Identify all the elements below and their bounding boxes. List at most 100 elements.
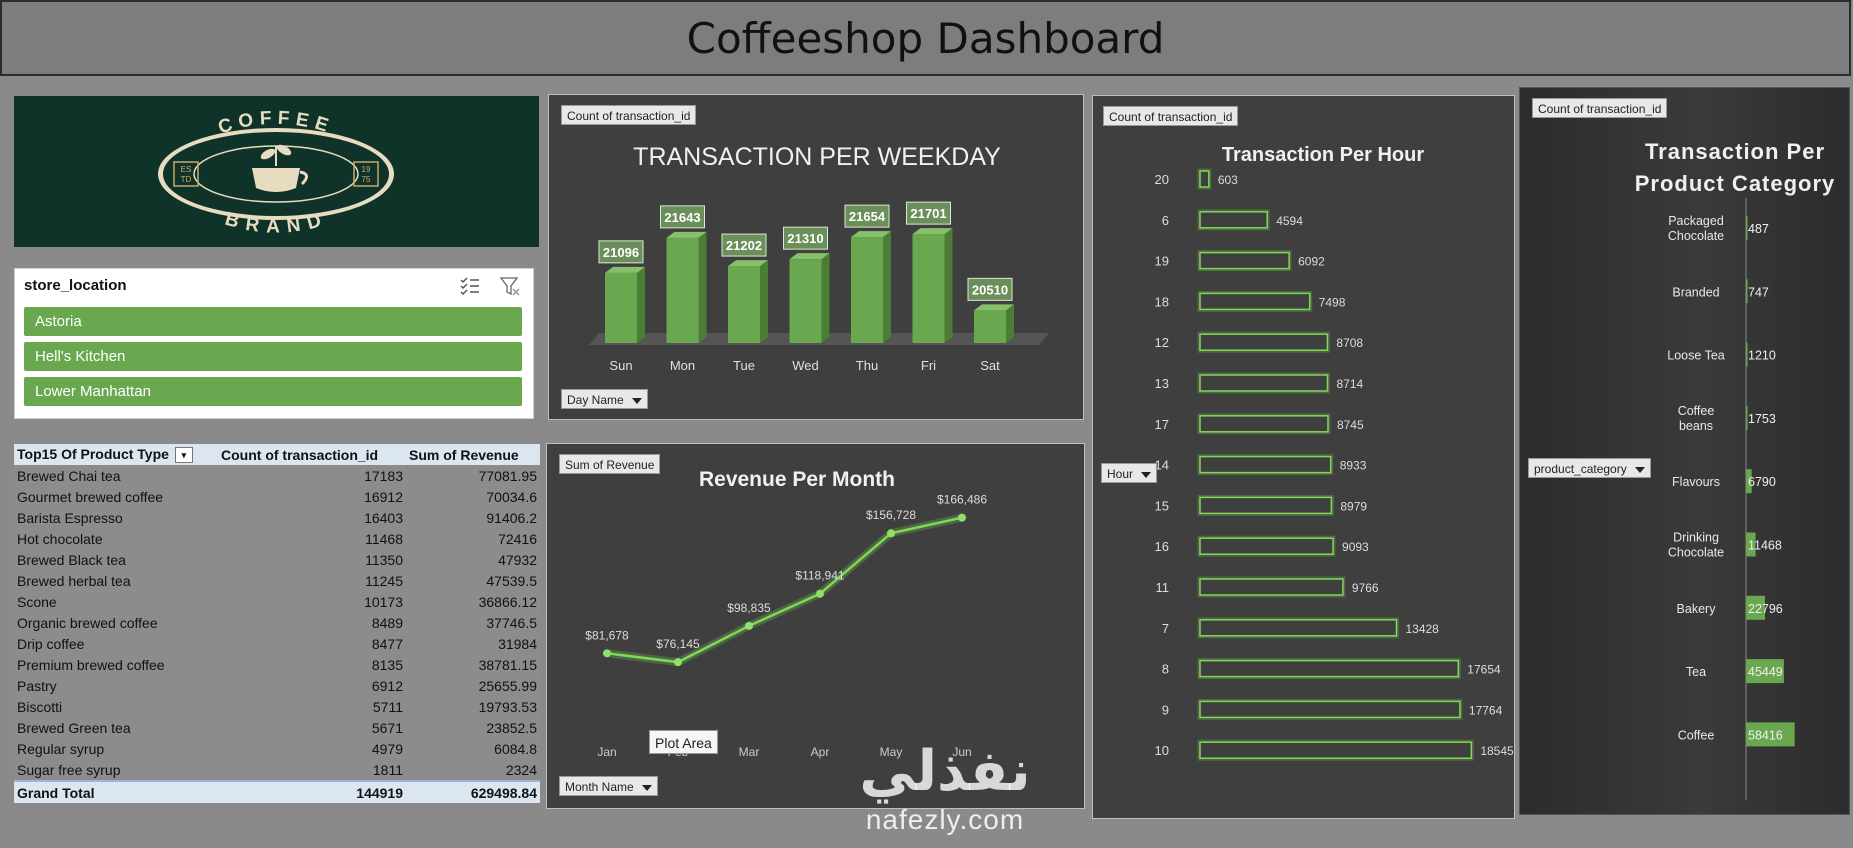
weekday-chart-title: TRANSACTION PER WEEKDAY [633, 143, 1001, 171]
table-row[interactable]: Brewed herbal tea 11245 47539.5 [14, 570, 540, 591]
category-data-label: 747 [1748, 285, 1769, 299]
pivot-header-count: Count of transaction_id [218, 444, 406, 465]
dropdown-arrow-icon [1141, 471, 1152, 478]
product-type-cell: Brewed Chai tea [17, 467, 121, 484]
category-bar [1746, 342, 1748, 367]
category-field-button[interactable]: Count of transaction_id [1532, 98, 1668, 118]
category-data-label: 58416 [1748, 728, 1783, 742]
hour-data-label: 8708 [1336, 336, 1363, 350]
product-type-cell: Drip coffee [17, 635, 85, 652]
weekday-data-label: 20510 [972, 282, 1008, 297]
logo-left-badge-top: ES [181, 165, 192, 174]
weekday-bar-side [698, 231, 707, 343]
weekday-bar-side [1006, 304, 1014, 343]
category-tick-label-line: Tea [1686, 665, 1706, 679]
grand-total-label: Grand Total [14, 780, 218, 803]
table-row[interactable]: Regular syrup 4979 6084.8 [14, 738, 540, 759]
hour-field-button[interactable]: Count of transaction_id [1103, 106, 1239, 126]
table-row[interactable]: Drip coffee 8477 31984 [14, 633, 540, 654]
count-cell: 10173 [364, 593, 403, 610]
product-type-cell: Brewed herbal tea [17, 572, 131, 589]
table-row[interactable]: Barista Espresso 16403 91406.2 [14, 507, 540, 528]
revenue-cell: 6084.8 [494, 740, 537, 757]
count-cell: 5671 [371, 719, 403, 736]
weekday-tick-label: Sun [609, 358, 632, 373]
slicer-item-hells-kitchen[interactable]: Hell's Kitchen [24, 342, 522, 371]
category-data-label: 11468 [1748, 539, 1782, 553]
weekday-data-label-box [783, 226, 828, 250]
weekday-bar-side [760, 260, 768, 343]
slicer-item-lower-manhattan[interactable]: Lower Manhattan [24, 377, 522, 406]
weekday-data-label-box [721, 233, 767, 257]
revenue-cell: 31984 [498, 635, 537, 652]
table-row[interactable]: Biscotti 5711 19793.53 [14, 696, 540, 717]
weekday-data-label-box [598, 240, 644, 264]
product-type-cell: Biscotti [17, 698, 63, 715]
weekday-field-button[interactable]: Count of transaction_id [561, 105, 697, 125]
watermark-arabic: نفذلي [859, 739, 1031, 804]
category-tick-label-line: Coffee [1678, 728, 1715, 742]
month-name-axis-button[interactable]: Month Name [559, 776, 658, 796]
hour-bar [1199, 619, 1398, 637]
weekday-bar [974, 310, 1006, 343]
day-name-axis-button[interactable]: Day Name [561, 389, 648, 409]
revenue-data-label: $81,678 [585, 628, 629, 642]
weekday-bar-top [851, 231, 891, 238]
weekday-bar-top [912, 228, 953, 235]
count-cell: 11350 [365, 551, 403, 568]
category-bar [1746, 659, 1784, 684]
nafezly-watermark: نفذلي nafezly.com [820, 740, 1070, 848]
product-type-cell: Organic brewed coffee [17, 614, 158, 631]
dashboard-title: Coffeeshop Dashboard [686, 13, 1165, 63]
hour-tick-label: 20 [1155, 172, 1169, 187]
hour-axis-button[interactable]: Hour [1101, 463, 1158, 483]
product-type-cell: Gourmet brewed coffee [17, 488, 164, 505]
revenue-line [606, 516, 963, 664]
hour-bar [1199, 537, 1334, 555]
category-tick-label-line: Branded [1672, 285, 1719, 299]
table-row[interactable]: Brewed Chai tea 17183 77081.95 [14, 465, 540, 486]
category-bar [1746, 279, 1748, 304]
hour-tick-label: 9 [1162, 702, 1169, 717]
weekday-data-label-box [967, 277, 1013, 301]
multi-select-icon[interactable] [459, 275, 481, 297]
hour-data-label: 4594 [1276, 214, 1303, 228]
clear-filter-icon[interactable] [499, 275, 521, 297]
hour-tick-label: 10 [1155, 743, 1169, 758]
table-row[interactable]: Brewed Black tea 11350 47932 [14, 549, 540, 570]
table-row[interactable]: Organic brewed coffee 8489 37746.5 [14, 612, 540, 633]
pivot-header-product-type[interactable]: Top15 Of Product Type ▾ [14, 444, 218, 465]
table-row[interactable]: Brewed Green tea 5671 23852.5 [14, 717, 540, 738]
revenue-data-label: $98,835 [727, 601, 771, 615]
month-chart-title: Revenue Per Month [698, 468, 896, 491]
table-row[interactable]: Gourmet brewed coffee 16912 70034.6 [14, 486, 540, 507]
category-tick-label-line: Flavours [1672, 475, 1720, 489]
hour-bar [1199, 333, 1329, 351]
product-category-axis-button[interactable]: product_category [1528, 458, 1651, 478]
weekday-data-label: 21096 [603, 245, 639, 260]
slicer-item-astoria[interactable]: Astoria [24, 307, 522, 336]
month-tick-label: Mar [739, 745, 760, 759]
count-cell: 11245 [365, 572, 403, 589]
table-row[interactable]: Hot chocolate 11468 72416 [14, 528, 540, 549]
table-row[interactable]: Premium brewed coffee 8135 38781.15 [14, 654, 540, 675]
revenue-cell: 36866.12 [478, 593, 537, 610]
weekday-bar-top [666, 231, 707, 238]
revenue-cell: 38781.15 [478, 656, 537, 673]
weekday-tick-label: Mon [670, 358, 695, 373]
pivot-header-product-type-label: Top15 Of Product Type [17, 445, 169, 462]
product-type-cell: Regular syrup [17, 740, 105, 757]
category-tick-label: Coffee beans [1678, 404, 1715, 433]
table-row[interactable]: Pastry 6912 25655.99 [14, 675, 540, 696]
category-tick-label-line: beans [1679, 419, 1713, 433]
month-chart-panel: Sum of Revenue Revenue Per Month $81,678… [546, 443, 1085, 809]
table-row[interactable]: Scone 10173 36866.12 [14, 591, 540, 612]
table-row[interactable]: Sugar free syrup 1811 2324 [14, 759, 540, 781]
revenue-cell: 23852.5 [486, 719, 537, 736]
hour-data-label: 6092 [1298, 255, 1325, 269]
month-tick-label: May [880, 745, 903, 759]
revenue-field-button[interactable]: Sum of Revenue [559, 454, 661, 474]
category-tick-label-line: Coffee [1678, 404, 1715, 418]
hour-bar [1199, 251, 1290, 270]
sort-filter-icon[interactable]: ▾ [174, 447, 193, 464]
